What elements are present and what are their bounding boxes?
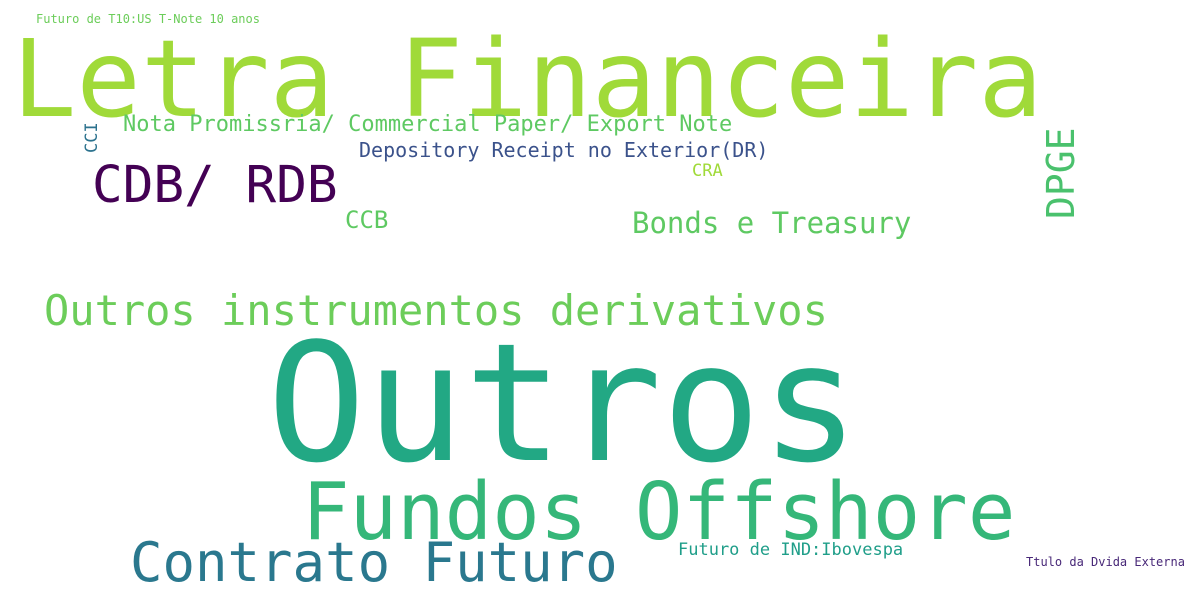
word-cci: CCI bbox=[82, 122, 102, 153]
word-letra-financeira: Letra Financeira bbox=[12, 18, 1043, 142]
word-cdb-rdb: CDB/ RDB bbox=[92, 156, 338, 215]
word-futuro-ind: Futuro de IND:Ibovespa bbox=[678, 540, 904, 560]
word-outros-instrumentos: Outros instrumentos derivativos bbox=[44, 286, 828, 335]
word-futuro-t10: Futuro de T10:US T-Note 10 anos bbox=[36, 12, 260, 26]
word-titulo-divida: Ttulo da Dvida Externa bbox=[1026, 555, 1185, 569]
word-nota-promissoria: Nota Promissria/ Commercial Paper/ Expor… bbox=[123, 112, 733, 137]
word-cra: CRA bbox=[692, 161, 723, 181]
word-dpge: DPGE bbox=[1039, 127, 1083, 219]
word-ccb: CCB bbox=[345, 206, 389, 234]
word-contrato-futuro: Contrato Futuro bbox=[130, 531, 618, 594]
word-depository-receipt: Depository Receipt no Exterior(DR) bbox=[359, 138, 769, 162]
word-bonds-treasury: Bonds e Treasury bbox=[632, 206, 912, 240]
word-fundos-offshore: Fundos Offshore bbox=[302, 466, 1016, 558]
word-outros: Outros bbox=[267, 308, 860, 499]
